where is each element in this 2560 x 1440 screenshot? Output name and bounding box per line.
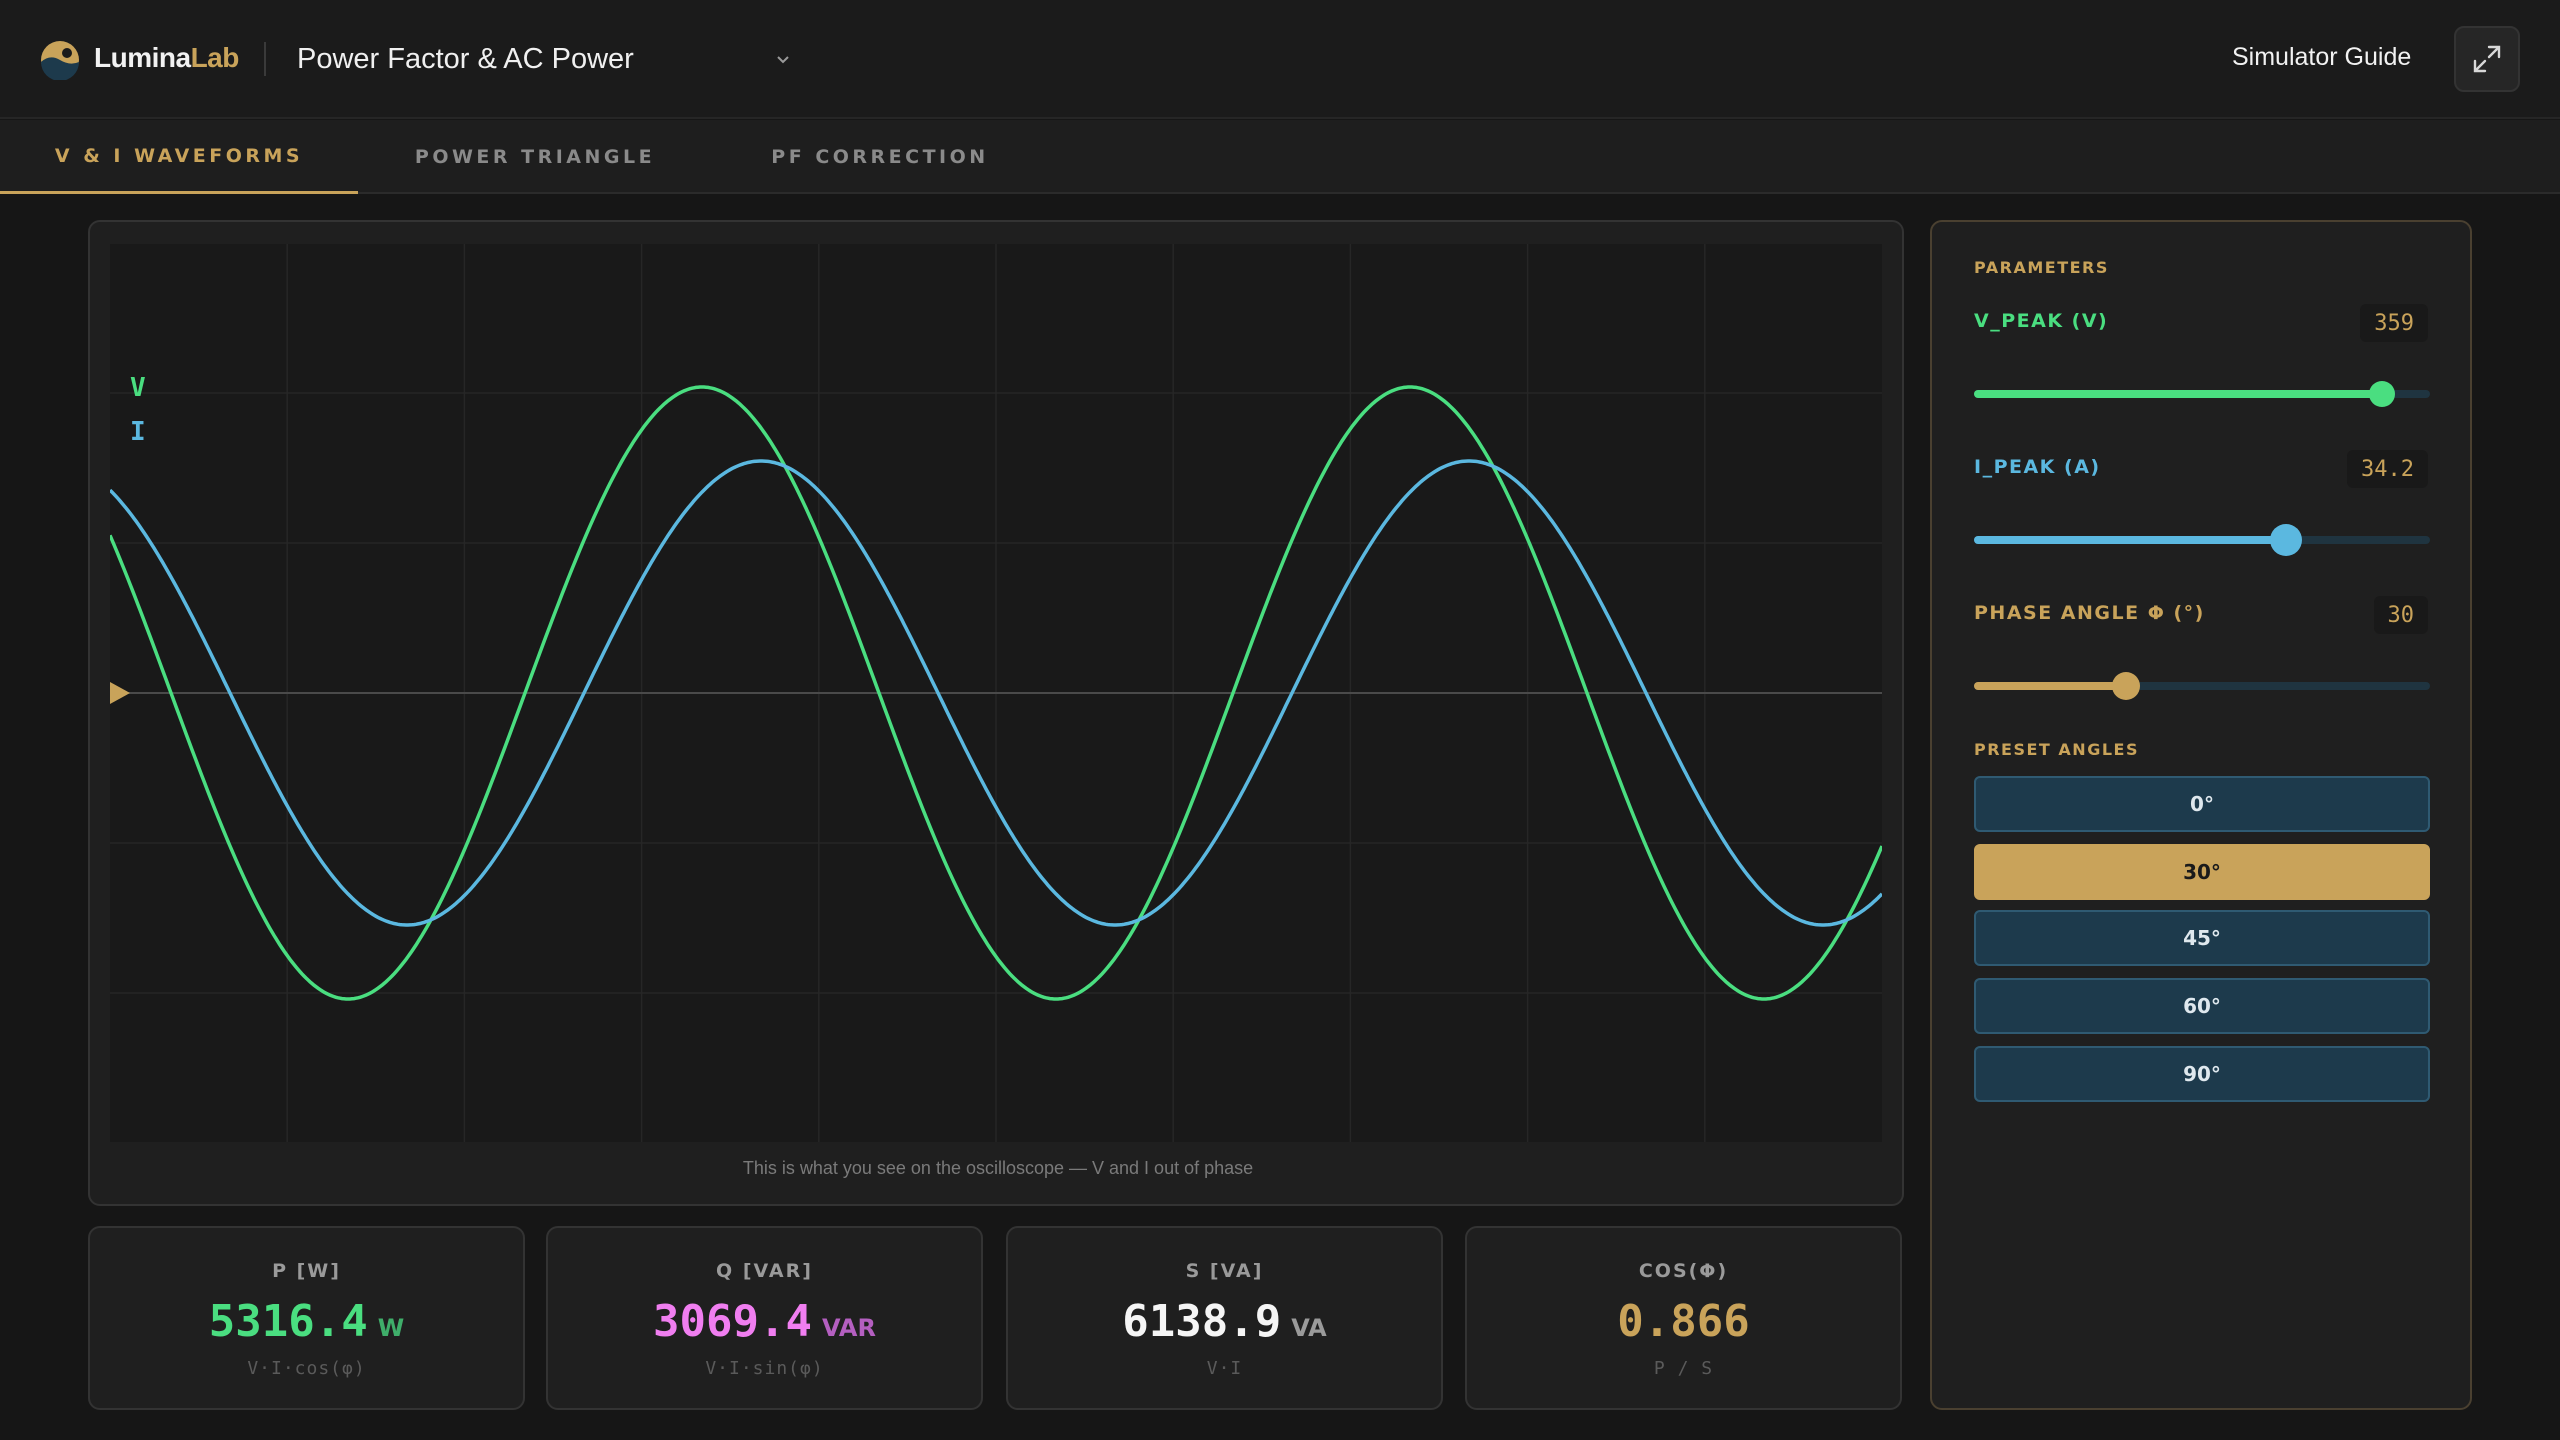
chevron-down-icon[interactable] — [774, 50, 792, 68]
i-peak-label: I_PEAK (A) — [1974, 456, 2101, 478]
phase-angle-value[interactable]: 30 — [2373, 596, 2428, 634]
slider-thumb[interactable] — [2111, 672, 2140, 700]
oscilloscope-panel: V I This is what you see on the oscillos… — [88, 220, 1904, 1206]
stat-label: P [W] — [272, 1260, 341, 1282]
stat-label: COS(Φ) — [1638, 1260, 1729, 1282]
slider-thumb[interactable] — [2270, 524, 2303, 556]
lumina-logo-icon — [41, 41, 79, 80]
stat-formula: P / S — [1653, 1358, 1714, 1379]
preset-angles-heading: PRESET ANGLES — [1974, 740, 2139, 759]
simulator-guide-link[interactable]: Simulator Guide — [2232, 43, 2412, 71]
trigger-marker-icon — [110, 682, 130, 704]
app-header: LuminaLab Power Factor & AC Power Simula… — [0, 0, 2560, 119]
brand-name[interactable]: LuminaLab — [94, 42, 239, 74]
parameters-panel: PARAMETERS V_PEAK (V) 359 I_PEAK (A) 34.… — [1930, 220, 2472, 1410]
stat-value: 5316.4 — [208, 1296, 368, 1347]
stat-formula: V·I·cos(φ) — [247, 1358, 366, 1379]
stat-formula: V·I — [1206, 1358, 1243, 1379]
page-title[interactable]: Power Factor & AC Power — [297, 43, 634, 75]
tab-waveforms[interactable]: V & I WAVEFORMS — [0, 120, 358, 194]
preset-45-button[interactable]: 45° — [1974, 910, 2430, 966]
brand-accent: Lab — [190, 42, 240, 73]
fullscreen-button[interactable] — [2454, 26, 2520, 92]
stat-value: 3069.4 — [653, 1296, 812, 1347]
brand-primary: Lumina — [94, 42, 191, 73]
phase-angle-slider[interactable] — [1974, 672, 2430, 700]
stat-card-p: P [W] 5316.4 W V·I·cos(φ) — [88, 1226, 525, 1410]
preset-60-button[interactable]: 60° — [1974, 978, 2430, 1034]
v-peak-value[interactable]: 359 — [2360, 304, 2428, 342]
slider-fill — [1974, 536, 2287, 544]
stat-value: 0.866 — [1617, 1296, 1750, 1347]
scope-caption: This is what you see on the oscilloscope… — [742, 1158, 1254, 1178]
tab-bar: V & I WAVEFORMS POWER TRIANGLE PF CORREC… — [0, 120, 2560, 194]
legend-v: V — [130, 373, 146, 403]
legend-i: I — [130, 417, 146, 447]
expand-icon — [2473, 45, 2501, 73]
stat-value: 6138.9 — [1122, 1296, 1282, 1347]
stat-card-s: S [VA] 6138.9 VA V·I — [1006, 1226, 1443, 1410]
v-peak-slider[interactable] — [1974, 381, 2430, 407]
stat-card-q: Q [VAR] 3069.4 VAR V·I·sin(φ) — [546, 1226, 983, 1410]
stat-label: Q [VAR] — [716, 1260, 813, 1282]
parameters-heading: PARAMETERS — [1974, 258, 2109, 277]
preset-0-button[interactable]: 0° — [1974, 776, 2430, 832]
stat-unit: VA — [1291, 1314, 1327, 1342]
slider-fill — [1974, 390, 2383, 398]
slider-thumb[interactable] — [2369, 381, 2396, 407]
tab-pf-correction[interactable]: PF CORRECTION — [771, 146, 989, 168]
i-peak-value[interactable]: 34.2 — [2347, 450, 2428, 488]
stat-unit: W — [377, 1314, 405, 1342]
stat-label: S [VA] — [1185, 1260, 1264, 1282]
stat-formula: V·I·sin(φ) — [705, 1358, 824, 1379]
oscilloscope-screen: V I — [108, 244, 1884, 1142]
phase-angle-label: PHASE ANGLE Φ (°) — [1974, 602, 2205, 624]
i-peak-slider[interactable] — [1974, 524, 2430, 556]
slider-fill — [1974, 682, 2126, 690]
stat-unit: VAR — [821, 1314, 876, 1342]
voltage-trace — [108, 385, 1884, 1001]
preset-30-button[interactable]: 30° — [1974, 844, 2430, 900]
stat-card-cos: COS(Φ) 0.866 P / S — [1465, 1226, 1902, 1410]
waveform-plot: V I — [108, 244, 1884, 1142]
current-trace — [108, 459, 1884, 927]
preset-90-button[interactable]: 90° — [1974, 1046, 2430, 1102]
header-divider — [264, 42, 266, 76]
v-peak-label: V_PEAK (V) — [1974, 310, 2109, 332]
tab-power-triangle[interactable]: POWER TRIANGLE — [414, 146, 656, 168]
